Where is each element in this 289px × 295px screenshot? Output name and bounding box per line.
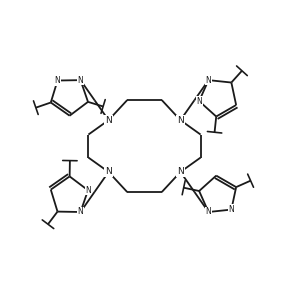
Text: N: N	[229, 205, 234, 214]
Text: N: N	[177, 116, 184, 125]
Text: N: N	[55, 76, 60, 85]
Text: N: N	[105, 168, 112, 176]
Text: N: N	[78, 207, 84, 217]
Text: N: N	[196, 97, 202, 106]
Text: N: N	[205, 76, 211, 85]
Text: N: N	[177, 168, 184, 176]
Text: N: N	[105, 116, 112, 125]
Text: N: N	[78, 76, 84, 85]
Text: N: N	[205, 207, 211, 217]
Text: N: N	[85, 186, 91, 195]
